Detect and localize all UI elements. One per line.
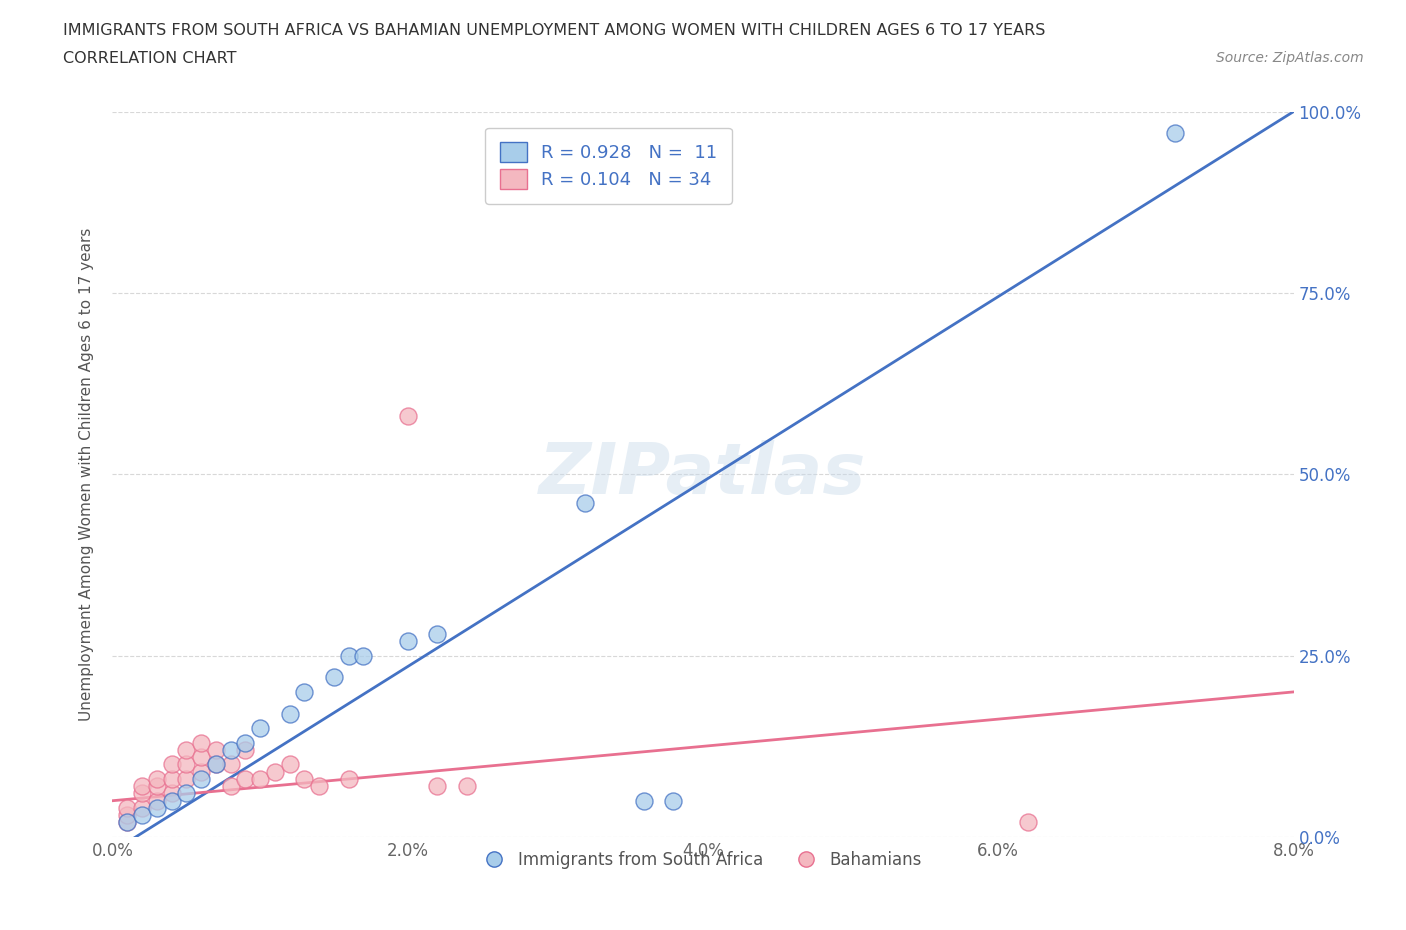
Point (146, 772, 169, 787)
Text: IMMIGRANTS FROM SOUTH AFRICA VS BAHAMIAN UNEMPLOYMENT AMONG WOMEN WITH CHILDREN : IMMIGRANTS FROM SOUTH AFRICA VS BAHAMIAN… (63, 23, 1046, 38)
Point (337, 772, 360, 787)
Point (117, 801, 138, 816)
Point (160, 786, 183, 801)
Point (146, 778, 169, 793)
Y-axis label: Unemployment Among Women with Children Ages 6 to 17 years: Unemployment Among Women with Children A… (79, 228, 94, 721)
Text: Source: ZipAtlas.com: Source: ZipAtlas.com (1216, 51, 1364, 65)
Point (190, 736, 212, 751)
Point (233, 772, 256, 787)
Point (1017, 815, 1039, 830)
Point (264, 764, 287, 779)
Point (219, 742, 242, 757)
Point (117, 808, 138, 823)
Point (160, 772, 183, 787)
Point (308, 778, 330, 793)
Point (633, 793, 655, 808)
Point (662, 793, 685, 808)
Point (160, 757, 183, 772)
Point (174, 757, 197, 772)
Point (131, 801, 153, 816)
Point (456, 778, 478, 793)
Point (131, 786, 153, 801)
Point (396, 409, 419, 424)
Point (205, 757, 228, 772)
Point (396, 633, 419, 648)
Point (174, 786, 197, 801)
Point (352, 648, 374, 663)
Point (219, 778, 242, 793)
Point (131, 808, 153, 823)
Point (337, 648, 360, 663)
Point (190, 750, 212, 764)
Point (249, 772, 271, 787)
Point (426, 627, 449, 642)
Point (426, 778, 449, 793)
Point (219, 757, 242, 772)
Point (131, 778, 153, 793)
Point (292, 684, 315, 699)
Point (190, 772, 212, 787)
Point (205, 742, 228, 757)
Point (574, 496, 596, 511)
Point (278, 706, 301, 721)
Point (249, 721, 271, 736)
Point (117, 815, 138, 830)
Text: CORRELATION CHART: CORRELATION CHART (63, 51, 236, 66)
Point (146, 801, 169, 816)
Point (160, 793, 183, 808)
Point (323, 670, 346, 684)
Point (292, 772, 315, 787)
Point (205, 757, 228, 772)
Point (174, 742, 197, 757)
Point (233, 736, 256, 751)
Point (146, 793, 169, 808)
Point (278, 757, 301, 772)
Point (174, 772, 197, 787)
Point (117, 815, 138, 830)
Point (1164, 126, 1187, 140)
Legend: Immigrants from South Africa, Bahamians: Immigrants from South Africa, Bahamians (478, 844, 928, 876)
Point (190, 764, 212, 779)
Point (233, 742, 256, 757)
Text: ZIPatlas: ZIPatlas (540, 440, 866, 509)
